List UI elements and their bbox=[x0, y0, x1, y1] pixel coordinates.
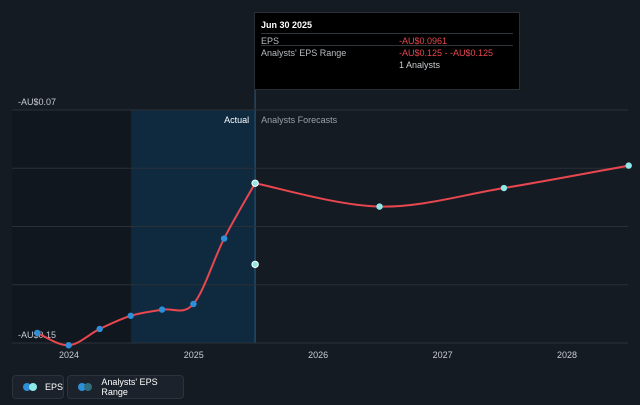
legend-eps-label: EPS bbox=[44, 382, 63, 392]
eps-forecast-point bbox=[376, 203, 383, 210]
eps-point bbox=[34, 329, 41, 337]
x-tick-label: 2026 bbox=[308, 350, 328, 360]
tooltip-eps-label: EPS bbox=[261, 36, 280, 46]
eps-point bbox=[127, 312, 134, 319]
eps-forecast-point bbox=[625, 162, 632, 169]
y-tick-label: -AU$0.07 bbox=[18, 97, 56, 107]
actual-label: Actual bbox=[224, 115, 249, 125]
tooltip-range-label: Analysts' EPS Range bbox=[261, 48, 347, 58]
x-tick-label: 2024 bbox=[59, 350, 79, 360]
x-tick-label: 2027 bbox=[433, 350, 453, 360]
forecast-label: Analysts Forecasts bbox=[261, 115, 338, 125]
chart-tooltip: Jun 30 2025 EPS -AU$0.0961 Analysts' EPS… bbox=[254, 12, 520, 90]
tooltip-range-value: -AU$0.125 - -AU$0.125 bbox=[399, 48, 494, 58]
legend-range-icon bbox=[78, 383, 93, 391]
legend-range-label: Analysts' EPS Range bbox=[101, 377, 158, 397]
legend-eps-icon bbox=[23, 383, 37, 391]
x-tick-label: 2028 bbox=[557, 350, 577, 360]
eps-point bbox=[158, 306, 166, 313]
eps-point bbox=[65, 342, 72, 349]
eps-point bbox=[96, 325, 103, 333]
eps-point bbox=[251, 179, 259, 187]
eps-actual-line bbox=[36, 182, 256, 347]
tooltip-eps-value: -AU$0.0961 bbox=[399, 36, 448, 46]
eps-range-point bbox=[251, 260, 259, 269]
tooltip-analysts-count: 1 Analysts bbox=[399, 60, 441, 70]
eps-point bbox=[190, 300, 197, 308]
tooltip-date: Jun 30 2025 bbox=[261, 20, 313, 30]
eps-forecast-line bbox=[254, 164, 629, 208]
tooltip-row-eps: EPS -AU$0.0961 bbox=[261, 33, 513, 46]
eps-point bbox=[220, 235, 228, 242]
tooltip-row-range: Analysts' EPS Range -AU$0.125 - -AU$0.12… bbox=[261, 45, 513, 58]
legend-eps-toggle[interactable]: EPS bbox=[12, 375, 64, 399]
x-tick-label: 2025 bbox=[184, 350, 204, 360]
legend-range-toggle[interactable]: Analysts' EPS Range bbox=[67, 375, 184, 399]
eps-forecast-point bbox=[500, 184, 508, 192]
